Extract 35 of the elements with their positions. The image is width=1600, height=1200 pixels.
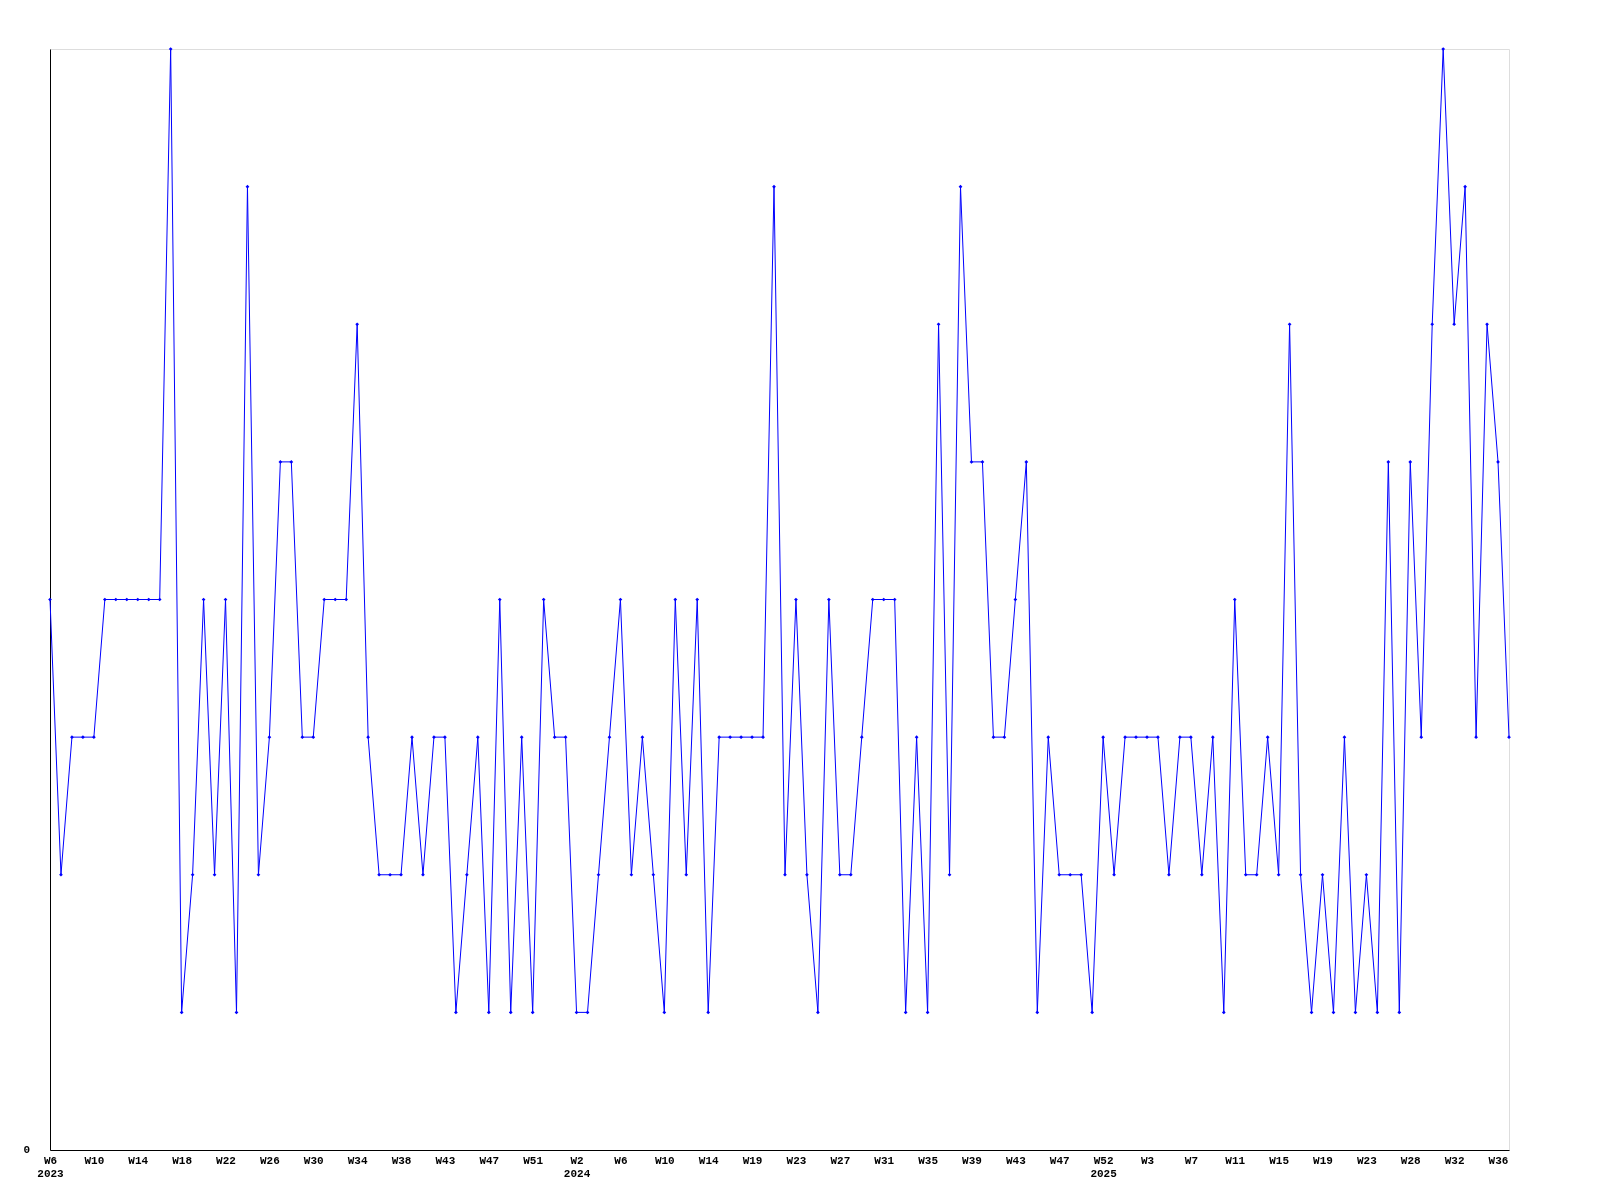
x-tick-label: W6	[614, 1154, 628, 1167]
x-tick-label: W43	[435, 1154, 456, 1167]
x-tick-label: W30	[303, 1154, 324, 1167]
x-tick-label: W27	[830, 1154, 851, 1167]
x-tick-label: W39	[962, 1154, 982, 1167]
x-tick-label: W23	[1356, 1154, 1378, 1167]
x-tick-label: W32	[1444, 1154, 1465, 1167]
x-tick-label: W19	[1313, 1154, 1333, 1167]
x-tick-label: W6 2023	[37, 1154, 65, 1180]
x-tick-label: W3	[1140, 1154, 1155, 1167]
x-tick-label: W11	[1225, 1154, 1246, 1167]
x-tick-label: W22	[216, 1154, 236, 1167]
x-tick-label: W47	[1049, 1154, 1070, 1167]
x-tick-label: W47	[479, 1154, 500, 1167]
x-tick-label: W2 2024	[563, 1154, 591, 1180]
x-tick-label: W10	[84, 1154, 105, 1167]
x-tick-label: W7	[1184, 1154, 1198, 1167]
x-tick-label: W10	[654, 1154, 675, 1167]
x-tick-label: W23	[786, 1154, 807, 1167]
x-tick-label: W36	[1488, 1154, 1509, 1167]
x-tick-label: W14	[698, 1154, 719, 1167]
text: 0	[23, 1144, 30, 1156]
x-tick-label: W38	[391, 1154, 412, 1167]
x-tick-label: W35	[918, 1154, 939, 1167]
x-tick-label: W14	[128, 1154, 149, 1167]
x-tick-label: W15	[1269, 1154, 1290, 1167]
x-tick-label: W18	[172, 1154, 193, 1167]
x-tick-label: W51	[523, 1154, 544, 1167]
x-tick-label: W52 2025	[1090, 1154, 1118, 1180]
x-tick-label: W43	[1005, 1154, 1027, 1167]
x-tick-label: W34	[347, 1154, 368, 1167]
x-tick-label: W26	[259, 1154, 280, 1167]
x-tick-label: W31	[874, 1154, 895, 1167]
x-tick-label: W19	[742, 1154, 763, 1167]
x-tick-label: W28	[1400, 1154, 1422, 1167]
